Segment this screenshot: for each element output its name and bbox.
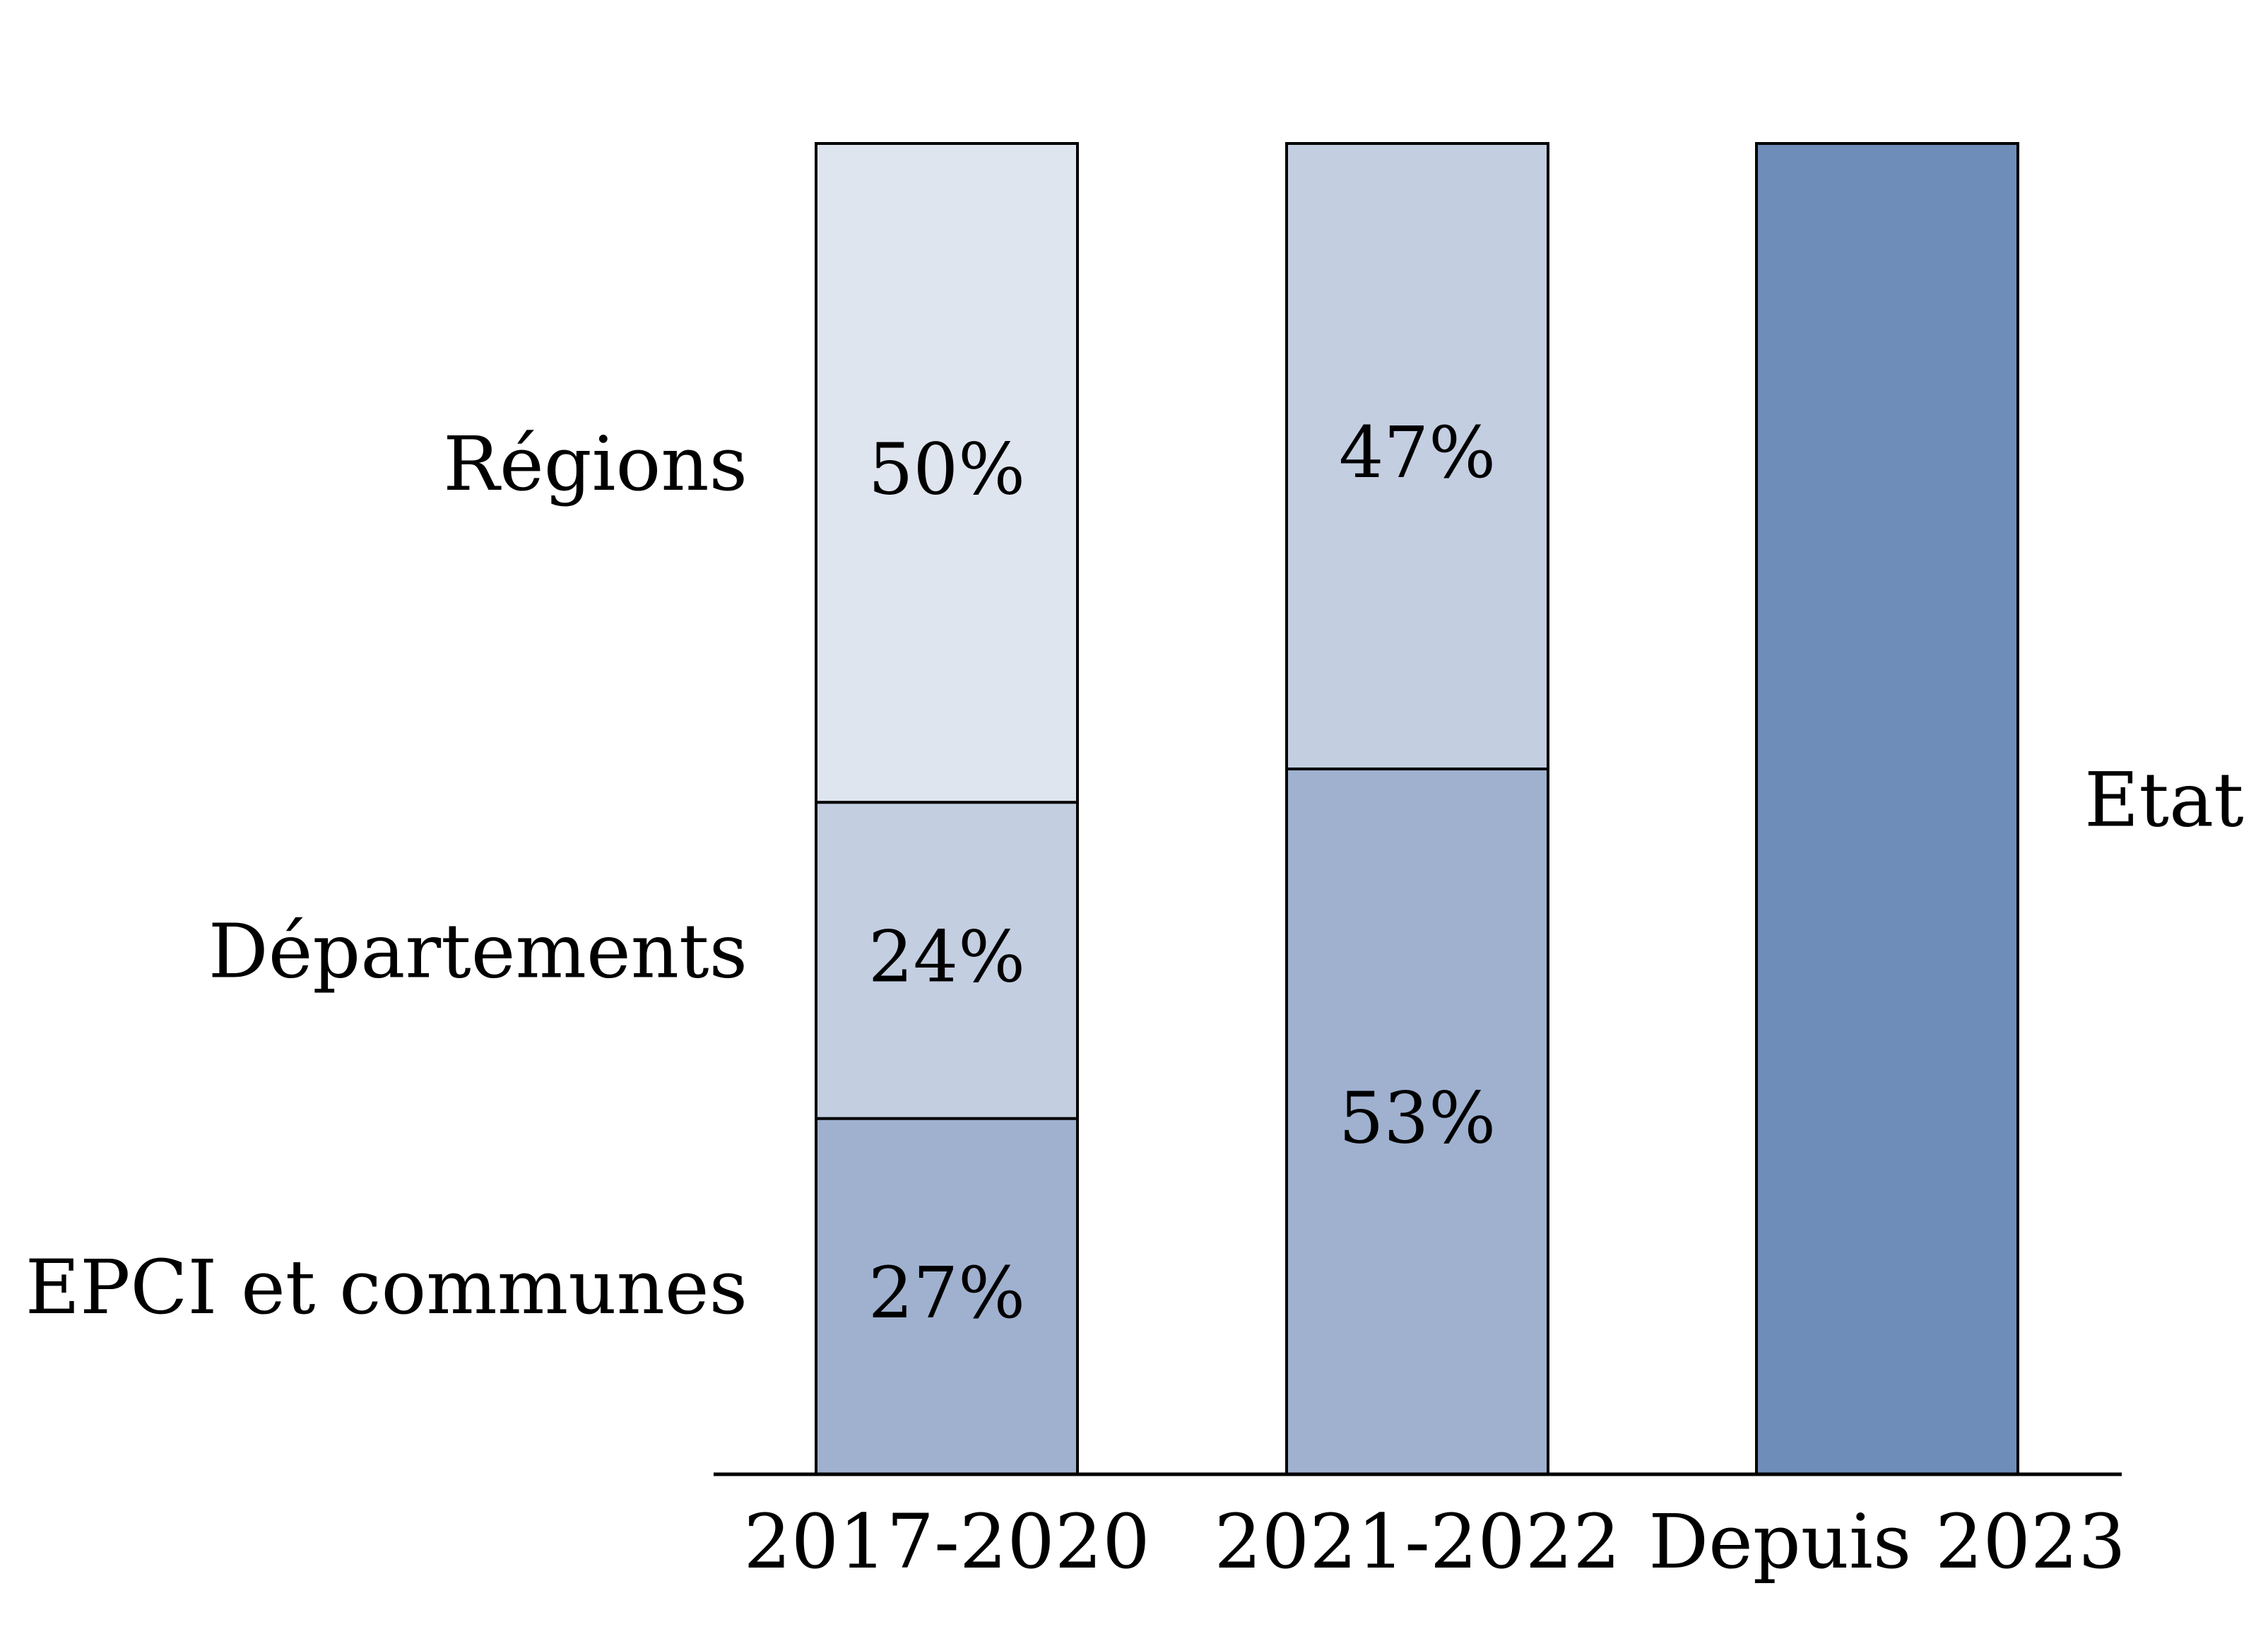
x-tick-label-2021-2022: 2021-2022: [1214, 1498, 1620, 1585]
group-label-etat: Etat: [2084, 756, 2244, 843]
group-label-departements: Départements: [208, 908, 748, 995]
bar-segment-2017-2020-0: [815, 1117, 1079, 1476]
data-label-2017-2020-0: 27%: [868, 1252, 1025, 1334]
bar-segment-2017-2020-2: [815, 142, 1079, 804]
group-label-epci-et-communes: EPCI et communes: [25, 1244, 748, 1331]
data-label-2021-2022-1: 47%: [1339, 411, 1496, 494]
data-label-2017-2020-2: 50%: [868, 428, 1025, 511]
bar-segment-depuis-2023-0: [1755, 142, 2019, 1476]
x-tick-label-depuis-2023: Depuis 2023: [1648, 1498, 2126, 1585]
x-tick-label-2017-2020: 2017-2020: [743, 1498, 1150, 1585]
bar-segment-2021-2022-0: [1285, 768, 1549, 1476]
bars-layer: 27% 24% 50% 53% 47%: [815, 142, 2019, 1476]
x-tick-labels: 2017-2020 2021-2022 Depuis 2023: [743, 1498, 2125, 1585]
data-label-2021-2022-0: 53%: [1339, 1077, 1496, 1160]
group-label-regions: Régions: [443, 421, 748, 507]
side-labels: Régions Départements EPCI et communes Etat: [25, 421, 2244, 1331]
bar-segment-2021-2022-1: [1285, 142, 1549, 771]
data-label-2017-2020-1: 24%: [868, 915, 1025, 998]
bar-segment-2017-2020-1: [815, 801, 1079, 1120]
